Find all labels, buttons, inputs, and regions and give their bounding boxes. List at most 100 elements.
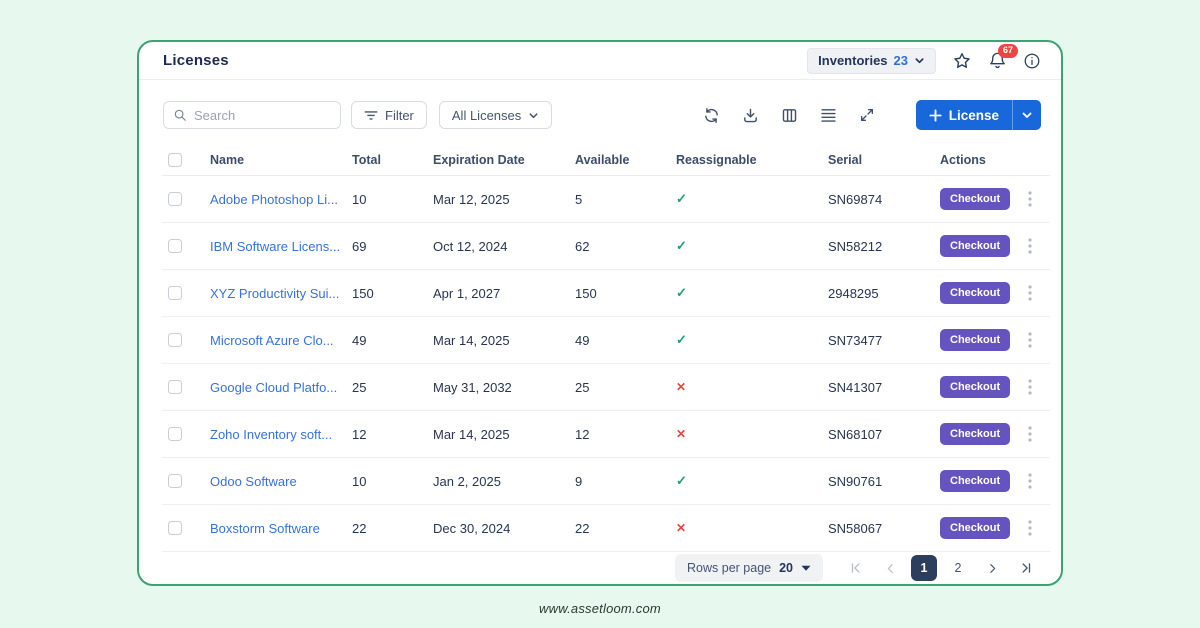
expiration-date-cell: Mar 12, 2025: [433, 191, 510, 207]
actions-cell: Checkout: [940, 376, 1050, 398]
column-header: Reassignable: [676, 152, 757, 167]
list-icon[interactable]: [820, 108, 837, 123]
license-name-link[interactable]: Zoho Inventory soft...: [210, 426, 333, 442]
site-url: www.assetloom.com: [539, 601, 661, 616]
last-page-button[interactable]: [1013, 555, 1039, 581]
table-body: Adobe Photoshop Li... 10 Mar 12, 2025 5 …: [162, 176, 1050, 552]
column-header: Total: [352, 152, 381, 167]
row-checkbox[interactable]: [168, 286, 182, 300]
checkout-button[interactable]: Checkout: [940, 235, 1011, 257]
filter-button[interactable]: Filter: [351, 101, 427, 129]
expiration-date-cell: Dec 30, 2024: [433, 520, 511, 536]
row-checkbox[interactable]: [168, 192, 182, 206]
actions-cell: Checkout: [940, 423, 1050, 445]
search-box[interactable]: [163, 101, 341, 129]
checkout-button[interactable]: Checkout: [940, 470, 1011, 492]
expand-icon[interactable]: [859, 107, 875, 123]
checkout-button[interactable]: Checkout: [940, 329, 1011, 351]
next-page-button[interactable]: [979, 555, 1005, 581]
table-row: IBM Software Licens... 69 Oct 12, 2024 6…: [162, 223, 1050, 270]
star-icon[interactable]: [952, 51, 972, 71]
kebab-menu-icon[interactable]: [1028, 379, 1032, 395]
total-cell: 10: [352, 473, 367, 489]
kebab-menu-icon[interactable]: [1028, 473, 1032, 489]
expiration-date-cell: Mar 14, 2025: [433, 426, 510, 442]
serial-cell: SN58212: [828, 238, 883, 254]
table-header-row: Name Total Expiration Date Available Reassig…: [162, 144, 1050, 176]
available-cell: 62: [575, 238, 590, 254]
header-actions: Inventories 23 67: [807, 44, 1041, 74]
available-cell: 150: [575, 285, 597, 301]
license-name-link[interactable]: Microsoft Azure Clo...: [210, 332, 334, 348]
cross-icon: ✕: [676, 521, 687, 535]
page-button-2[interactable]: 2: [954, 561, 962, 575]
checkout-button[interactable]: Checkout: [940, 282, 1011, 304]
toolbar-icon-group: License: [703, 100, 1041, 130]
bell-icon[interactable]: 67: [988, 44, 1018, 70]
serial-cell: SN41307: [828, 379, 883, 395]
total-cell: 25: [352, 379, 367, 395]
license-name-link[interactable]: XYZ Productivity Sui...: [210, 285, 340, 301]
row-checkbox[interactable]: [168, 521, 182, 535]
total-cell: 69: [352, 238, 367, 254]
actions-cell: Checkout: [940, 329, 1050, 351]
check-icon: ✓: [676, 332, 687, 347]
kebab-menu-icon[interactable]: [1028, 285, 1032, 301]
row-checkbox[interactable]: [168, 380, 182, 394]
add-license-label: License: [948, 107, 999, 123]
kebab-menu-icon[interactable]: [1028, 520, 1032, 536]
page-button-1[interactable]: 1: [911, 555, 937, 581]
checkout-button[interactable]: Checkout: [940, 517, 1011, 539]
check-icon: ✓: [676, 285, 687, 300]
row-checkbox[interactable]: [168, 474, 182, 488]
add-license-caret-button[interactable]: [1012, 100, 1041, 130]
add-license-split-button: License: [915, 100, 1041, 130]
search-input[interactable]: [194, 107, 331, 123]
checkout-button[interactable]: Checkout: [940, 423, 1011, 445]
check-icon: ✓: [676, 191, 687, 206]
license-name-link[interactable]: IBM Software Licens...: [210, 238, 341, 254]
cross-icon: ✕: [676, 380, 687, 394]
select-all-checkbox[interactable]: [168, 152, 182, 167]
expiration-date-cell: Apr 1, 2027: [433, 285, 501, 301]
expiration-date-cell: Jan 2, 2025: [433, 473, 501, 489]
license-name-link[interactable]: Google Cloud Platfo...: [210, 379, 338, 395]
rows-per-page-dropdown[interactable]: Rows per page 20: [675, 554, 823, 582]
prev-page-button[interactable]: [877, 555, 903, 581]
first-page-button[interactable]: [843, 555, 869, 581]
checkout-button[interactable]: Checkout: [940, 376, 1011, 398]
filter-label: Filter: [385, 107, 414, 123]
rows-per-page-value: 20: [779, 561, 793, 575]
kebab-menu-icon[interactable]: [1028, 332, 1032, 348]
available-cell: 9: [575, 473, 583, 489]
add-license-button[interactable]: License: [915, 100, 1012, 130]
kebab-menu-icon[interactable]: [1028, 191, 1032, 207]
license-name-link[interactable]: Boxstorm Software: [210, 520, 320, 536]
license-scope-dropdown[interactable]: All Licenses: [438, 101, 553, 129]
actions-cell: Checkout: [940, 517, 1050, 539]
row-checkbox[interactable]: [168, 333, 182, 347]
info-icon[interactable]: [1023, 52, 1041, 70]
actions-cell: Checkout: [940, 188, 1050, 210]
kebab-menu-icon[interactable]: [1028, 238, 1032, 254]
checkout-button[interactable]: Checkout: [940, 188, 1011, 210]
inventories-dropdown[interactable]: Inventories 23: [807, 47, 936, 74]
available-cell: 12: [575, 426, 590, 442]
license-name-link[interactable]: Adobe Photoshop Li...: [210, 191, 338, 207]
scope-label: All Licenses: [451, 107, 522, 123]
chevron-down-icon: [528, 110, 539, 121]
kebab-menu-icon[interactable]: [1028, 426, 1032, 442]
download-icon[interactable]: [742, 107, 759, 124]
notification-badge: 67: [997, 44, 1018, 58]
row-checkbox[interactable]: [168, 427, 182, 441]
total-cell: 49: [352, 332, 367, 348]
license-name-link[interactable]: Odoo Software: [210, 473, 297, 489]
columns-icon[interactable]: [781, 107, 798, 124]
row-checkbox[interactable]: [168, 239, 182, 253]
inventories-label: Inventories: [818, 53, 888, 68]
refresh-icon[interactable]: [703, 107, 720, 124]
panel-header: Licenses Inventories 23 67: [139, 42, 1061, 80]
serial-cell: SN73477: [828, 332, 883, 348]
